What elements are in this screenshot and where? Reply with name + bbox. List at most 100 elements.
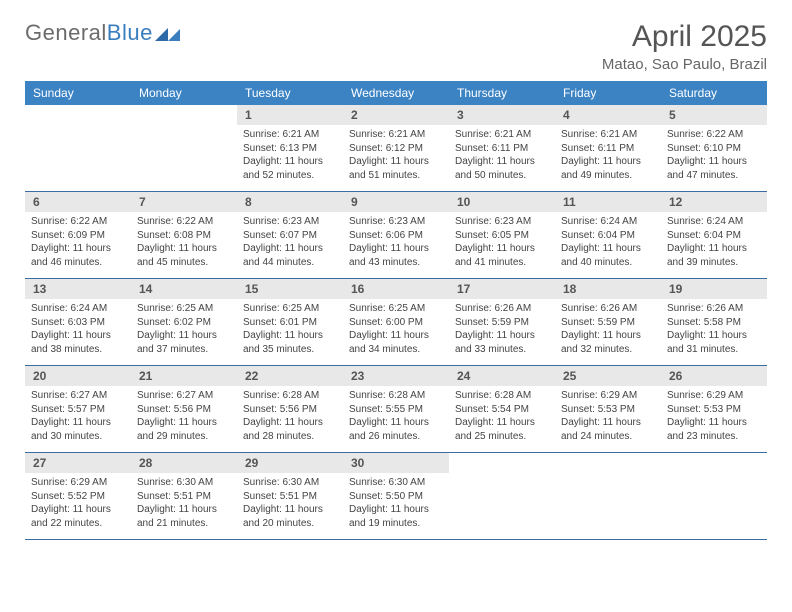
daylight-text: Daylight: 11 hours and 40 minutes. bbox=[561, 242, 655, 269]
sunset-text: Sunset: 5:52 PM bbox=[31, 490, 125, 504]
sunset-text: Sunset: 6:05 PM bbox=[455, 229, 549, 243]
day-content: Sunrise: 6:22 AMSunset: 6:10 PMDaylight:… bbox=[661, 125, 767, 186]
daylight-text: Daylight: 11 hours and 30 minutes. bbox=[31, 416, 125, 443]
day-cell: 6Sunrise: 6:22 AMSunset: 6:09 PMDaylight… bbox=[25, 192, 131, 278]
sunrise-text: Sunrise: 6:21 AM bbox=[455, 128, 549, 142]
day-cell: 15Sunrise: 6:25 AMSunset: 6:01 PMDayligh… bbox=[237, 279, 343, 365]
day-number: 17 bbox=[449, 279, 555, 299]
daylight-text: Daylight: 11 hours and 26 minutes. bbox=[349, 416, 443, 443]
sunrise-text: Sunrise: 6:24 AM bbox=[561, 215, 655, 229]
sunrise-text: Sunrise: 6:28 AM bbox=[455, 389, 549, 403]
day-number: 8 bbox=[237, 192, 343, 212]
daylight-text: Daylight: 11 hours and 39 minutes. bbox=[667, 242, 761, 269]
day-cell: 16Sunrise: 6:25 AMSunset: 6:00 PMDayligh… bbox=[343, 279, 449, 365]
sunset-text: Sunset: 6:13 PM bbox=[243, 142, 337, 156]
day-number: 15 bbox=[237, 279, 343, 299]
day-cell: 22Sunrise: 6:28 AMSunset: 5:56 PMDayligh… bbox=[237, 366, 343, 452]
day-cell: 5Sunrise: 6:22 AMSunset: 6:10 PMDaylight… bbox=[661, 105, 767, 191]
daylight-text: Daylight: 11 hours and 20 minutes. bbox=[243, 503, 337, 530]
sunset-text: Sunset: 5:51 PM bbox=[137, 490, 231, 504]
sunrise-text: Sunrise: 6:27 AM bbox=[31, 389, 125, 403]
daylight-text: Daylight: 11 hours and 32 minutes. bbox=[561, 329, 655, 356]
daylight-text: Daylight: 11 hours and 34 minutes. bbox=[349, 329, 443, 356]
day-content: Sunrise: 6:24 AMSunset: 6:03 PMDaylight:… bbox=[25, 299, 131, 360]
sunrise-text: Sunrise: 6:25 AM bbox=[137, 302, 231, 316]
sunset-text: Sunset: 5:51 PM bbox=[243, 490, 337, 504]
sunset-text: Sunset: 5:58 PM bbox=[667, 316, 761, 330]
day-number: 1 bbox=[237, 105, 343, 125]
sunrise-text: Sunrise: 6:25 AM bbox=[243, 302, 337, 316]
sunset-text: Sunset: 6:11 PM bbox=[561, 142, 655, 156]
day-cell: . bbox=[449, 453, 555, 539]
day-cell: 27Sunrise: 6:29 AMSunset: 5:52 PMDayligh… bbox=[25, 453, 131, 539]
day-cell: 28 Sunrise: 6:30 AMSunset: 5:51 PMDayligh… bbox=[131, 453, 237, 539]
daylight-text: Daylight: 11 hours and 49 minutes. bbox=[561, 155, 655, 182]
day-number: 10 bbox=[449, 192, 555, 212]
day-number: 9 bbox=[343, 192, 449, 212]
daylight-text: Daylight: 11 hours and 41 minutes. bbox=[455, 242, 549, 269]
sunrise-text: Sunrise: 6:30 AM bbox=[243, 476, 337, 490]
day-content: Sunrise: 6:26 AMSunset: 5:59 PMDaylight:… bbox=[449, 299, 555, 360]
day-cell: 3Sunrise: 6:21 AMSunset: 6:11 PMDaylight… bbox=[449, 105, 555, 191]
day-content: Sunrise: 6:30 AMSunset: 5:50 PMDaylight:… bbox=[343, 473, 449, 534]
sunset-text: Sunset: 5:56 PM bbox=[137, 403, 231, 417]
day-number: 7 bbox=[131, 192, 237, 212]
sunrise-text: Sunrise: 6:29 AM bbox=[561, 389, 655, 403]
day-number: 22 bbox=[237, 366, 343, 386]
day-content: Sunrise: 6:28 AMSunset: 5:54 PMDaylight:… bbox=[449, 386, 555, 447]
day-content: Sunrise: 6:23 AMSunset: 6:05 PMDaylight:… bbox=[449, 212, 555, 273]
day-number: 28 bbox=[131, 453, 237, 473]
day-number: 29 bbox=[237, 453, 343, 473]
day-cell: 25Sunrise: 6:29 AMSunset: 5:53 PMDayligh… bbox=[555, 366, 661, 452]
day-cell: . bbox=[661, 453, 767, 539]
sunrise-text: Sunrise: 6:30 AM bbox=[349, 476, 443, 490]
daylight-text: Daylight: 11 hours and 38 minutes. bbox=[31, 329, 125, 356]
weekday-cell: Friday bbox=[555, 81, 661, 105]
sunrise-text: Sunrise: 6:30 AM bbox=[137, 476, 231, 490]
day-cell: 7Sunrise: 6:22 AMSunset: 6:08 PMDaylight… bbox=[131, 192, 237, 278]
sunset-text: Sunset: 5:56 PM bbox=[243, 403, 337, 417]
calendar: SundayMondayTuesdayWednesdayThursdayFrid… bbox=[25, 81, 767, 540]
day-number: 27 bbox=[25, 453, 131, 473]
sunrise-text: Sunrise: 6:23 AM bbox=[349, 215, 443, 229]
sunrise-text: Sunrise: 6:29 AM bbox=[31, 476, 125, 490]
daylight-text: Daylight: 11 hours and 25 minutes. bbox=[455, 416, 549, 443]
day-content: Sunrise: 6:21 AMSunset: 6:11 PMDaylight:… bbox=[555, 125, 661, 186]
day-content: Sunrise: 6:27 AMSunset: 5:56 PMDaylight:… bbox=[131, 386, 237, 447]
daylight-text: Daylight: 11 hours and 35 minutes. bbox=[243, 329, 337, 356]
day-cell: 4Sunrise: 6:21 AMSunset: 6:11 PMDaylight… bbox=[555, 105, 661, 191]
daylight-text: Daylight: 11 hours and 24 minutes. bbox=[561, 416, 655, 443]
daylight-text: Daylight: 11 hours and 45 minutes. bbox=[137, 242, 231, 269]
sunrise-text: Sunrise: 6:21 AM bbox=[349, 128, 443, 142]
day-cell: . bbox=[25, 105, 131, 191]
day-content: Sunrise: 6:29 AMSunset: 5:53 PMDaylight:… bbox=[555, 386, 661, 447]
daylight-text: Daylight: 11 hours and 31 minutes. bbox=[667, 329, 761, 356]
sunset-text: Sunset: 5:55 PM bbox=[349, 403, 443, 417]
day-number: 12 bbox=[661, 192, 767, 212]
daylight-text: Daylight: 11 hours and 21 minutes. bbox=[137, 503, 231, 530]
daylight-text: Daylight: 11 hours and 29 minutes. bbox=[137, 416, 231, 443]
day-cell: 8Sunrise: 6:23 AMSunset: 6:07 PMDaylight… bbox=[237, 192, 343, 278]
sunrise-text: Sunrise: 6:28 AM bbox=[349, 389, 443, 403]
day-cell: 9 Sunrise: 6:23 AMSunset: 6:06 PMDaylight… bbox=[343, 192, 449, 278]
day-number: 6 bbox=[25, 192, 131, 212]
sunrise-text: Sunrise: 6:24 AM bbox=[31, 302, 125, 316]
sunrise-text: Sunrise: 6:21 AM bbox=[243, 128, 337, 142]
day-cell: 23Sunrise: 6:28 AMSunset: 5:55 PMDayligh… bbox=[343, 366, 449, 452]
day-cell: 10Sunrise: 6:23 AMSunset: 6:05 PMDayligh… bbox=[449, 192, 555, 278]
week-row: ..1Sunrise: 6:21 AMSunset: 6:13 PMDaylig… bbox=[25, 105, 767, 192]
day-number: 13 bbox=[25, 279, 131, 299]
sunset-text: Sunset: 6:06 PM bbox=[349, 229, 443, 243]
logo-text-gray: General bbox=[25, 20, 107, 46]
sunset-text: Sunset: 5:50 PM bbox=[349, 490, 443, 504]
daylight-text: Daylight: 11 hours and 43 minutes. bbox=[349, 242, 443, 269]
sunset-text: Sunset: 5:59 PM bbox=[561, 316, 655, 330]
day-number: 16 bbox=[343, 279, 449, 299]
daylight-text: Daylight: 11 hours and 33 minutes. bbox=[455, 329, 549, 356]
day-number: 26 bbox=[661, 366, 767, 386]
day-number: 25 bbox=[555, 366, 661, 386]
sunrise-text: Sunrise: 6:29 AM bbox=[667, 389, 761, 403]
day-content: Sunrise: 6:22 AMSunset: 6:08 PMDaylight:… bbox=[131, 212, 237, 273]
day-cell: 24Sunrise: 6:28 AMSunset: 5:54 PMDayligh… bbox=[449, 366, 555, 452]
day-content: Sunrise: 6:23 AMSunset: 6:07 PMDaylight:… bbox=[237, 212, 343, 273]
